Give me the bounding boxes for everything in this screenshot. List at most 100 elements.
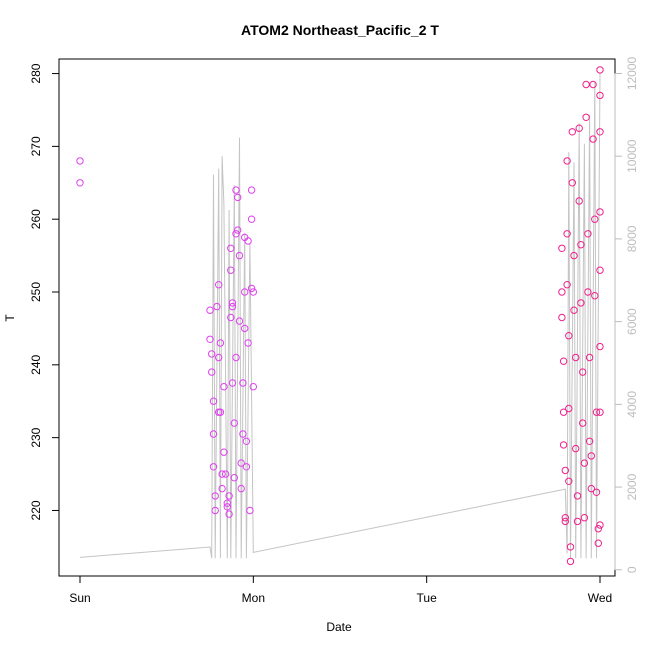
data-point xyxy=(596,66,604,74)
data-point xyxy=(570,251,578,260)
data-point xyxy=(225,492,233,500)
data-point xyxy=(559,441,568,449)
data-point xyxy=(76,179,84,187)
data-point xyxy=(568,179,576,187)
data-point xyxy=(587,484,595,493)
data-point xyxy=(241,324,249,333)
plot-area xyxy=(58,58,616,577)
data-point xyxy=(220,383,228,391)
data-point xyxy=(223,499,232,507)
data-point xyxy=(242,437,251,445)
y2-tick-label: 8000 xyxy=(625,225,639,252)
y-tick-label: 280 xyxy=(29,63,43,83)
data-point xyxy=(596,128,604,136)
data-point xyxy=(584,230,592,238)
data-point xyxy=(227,244,235,253)
data-point xyxy=(561,514,569,522)
data-point xyxy=(218,470,226,478)
x-tick-label: Mon xyxy=(242,591,265,605)
data-point xyxy=(235,251,244,260)
data-point xyxy=(209,430,218,438)
data-point xyxy=(563,281,571,289)
x-tick-label: Tue xyxy=(417,591,438,605)
data-point xyxy=(587,452,595,460)
data-point xyxy=(239,430,247,438)
y-tick-label: 240 xyxy=(29,354,43,374)
data-point xyxy=(209,463,218,471)
data-point xyxy=(565,404,573,413)
data-point xyxy=(234,226,242,234)
data-point xyxy=(579,419,587,427)
data-point xyxy=(559,357,568,365)
data-point xyxy=(589,80,597,89)
data-point xyxy=(585,437,594,445)
data-point xyxy=(211,492,219,500)
data-point xyxy=(232,186,240,194)
data-point xyxy=(563,230,571,238)
data-point xyxy=(575,124,583,132)
data-point xyxy=(566,557,575,566)
data-point xyxy=(227,266,235,274)
data-point xyxy=(249,383,258,391)
data-point xyxy=(246,506,254,515)
data-point xyxy=(228,299,237,307)
data-point xyxy=(237,484,245,493)
data-point xyxy=(584,288,592,296)
data-point xyxy=(592,488,601,496)
data-point xyxy=(559,408,568,416)
data-point xyxy=(247,284,256,293)
data-point xyxy=(565,332,573,340)
y2-tick-label: 2000 xyxy=(625,473,639,500)
data-point xyxy=(561,517,569,526)
data-point xyxy=(591,292,599,300)
data-point xyxy=(582,113,590,122)
data-point xyxy=(568,128,576,136)
data-point xyxy=(215,281,223,289)
data-point xyxy=(247,186,256,194)
data-point xyxy=(573,517,582,526)
y2-tick-label: 6000 xyxy=(625,308,639,335)
data-point xyxy=(575,197,583,205)
y2-tick-label: 4000 xyxy=(625,391,639,418)
data-point xyxy=(596,521,604,529)
data-point xyxy=(580,514,589,522)
data-point xyxy=(570,306,578,314)
data-point xyxy=(241,288,249,296)
data-point xyxy=(558,244,566,253)
data-point xyxy=(558,288,566,296)
data-point xyxy=(582,80,590,89)
x-tick-label: Sun xyxy=(69,591,90,605)
secondary-series-line xyxy=(79,73,601,559)
data-point xyxy=(227,313,235,322)
points-layer xyxy=(76,66,604,566)
data-point xyxy=(206,335,214,343)
data-point xyxy=(565,477,573,485)
axes-layer: Sun Mon Tue Wed 220 230 240 250 260 270 280 0 2000 40… xyxy=(29,56,639,605)
data-point xyxy=(225,510,233,518)
data-point xyxy=(242,463,251,471)
y2-tick-label: 0 xyxy=(625,566,639,573)
data-point xyxy=(573,492,582,500)
secondary-series-layer xyxy=(79,73,601,559)
y-axis-title: T xyxy=(3,314,17,322)
data-point xyxy=(596,342,604,351)
data-point xyxy=(209,397,218,405)
data-point xyxy=(234,193,242,202)
data-point xyxy=(230,474,239,482)
data-point xyxy=(235,317,244,325)
data-point xyxy=(228,302,237,311)
y2-tick-label: 12000 xyxy=(625,56,639,90)
data-point xyxy=(592,408,601,416)
data-point xyxy=(218,484,226,493)
data-point xyxy=(221,470,230,478)
data-point xyxy=(230,419,239,427)
y-tick-label: 270 xyxy=(29,136,43,156)
data-point xyxy=(239,379,247,387)
y-tick-label: 230 xyxy=(29,427,43,447)
data-point xyxy=(247,215,256,223)
data-point xyxy=(563,157,571,165)
data-point xyxy=(579,368,587,376)
data-point xyxy=(208,350,216,358)
